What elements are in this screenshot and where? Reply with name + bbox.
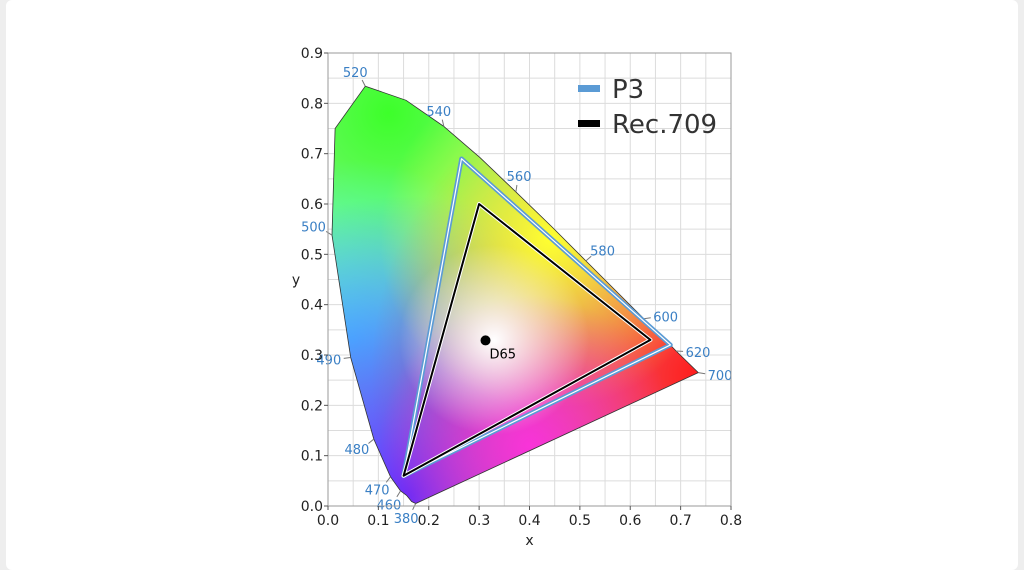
wavelength-tick bbox=[585, 255, 592, 262]
legend: P3 Rec.709 bbox=[578, 75, 717, 140]
legend-label: P3 bbox=[612, 75, 644, 105]
x-tick-label: 0.4 bbox=[518, 513, 540, 529]
wavelength-tick bbox=[698, 372, 706, 375]
wavelength-label: 540 bbox=[426, 105, 451, 120]
wavelength-label: 620 bbox=[686, 346, 711, 361]
wavelength-tick bbox=[325, 230, 333, 236]
x-tick-label: 0.3 bbox=[468, 513, 490, 529]
wavelength-tick bbox=[361, 79, 366, 87]
wavelength-tick bbox=[368, 438, 375, 444]
wavelength-tick bbox=[515, 184, 518, 192]
wavelength-label: 480 bbox=[344, 443, 369, 458]
wavelength-tick bbox=[643, 317, 651, 320]
wavelength-tick bbox=[396, 490, 401, 498]
wavelength-label: 600 bbox=[653, 311, 678, 326]
legend-swatch bbox=[578, 120, 600, 127]
x-tick-label: 0.8 bbox=[720, 513, 742, 529]
wavelength-tick bbox=[441, 119, 445, 127]
gamut-triangles bbox=[401, 156, 673, 479]
y-tick-label: 0.4 bbox=[301, 298, 323, 314]
x-tick-label: 0.6 bbox=[619, 513, 641, 529]
wavelength-tick bbox=[343, 357, 351, 359]
wavelength-tick bbox=[385, 476, 391, 483]
y-tick-label: 0.2 bbox=[301, 398, 323, 414]
x-tick-label: 0.5 bbox=[569, 513, 591, 529]
wavelength-label: 520 bbox=[343, 66, 368, 81]
wavelength-label: 490 bbox=[316, 353, 341, 368]
wavelength-label: 500 bbox=[301, 221, 326, 236]
white-point: D65 bbox=[480, 335, 517, 362]
y-tick-label: 0.8 bbox=[301, 96, 323, 112]
d65-point bbox=[480, 335, 491, 346]
y-tick-label: 0.1 bbox=[301, 449, 323, 465]
wavelength-label: 380 bbox=[394, 512, 419, 527]
y-tick-label: 0.3 bbox=[301, 348, 323, 364]
axes: 0.0 0.1 0.2 0.3 0.4 0.5 0.6 0.7 0.8 0.0 0.1 0.2 0.3 0… bbox=[292, 46, 742, 549]
wavelength-label: 560 bbox=[507, 170, 532, 185]
x-axis-label: x bbox=[525, 533, 533, 549]
rec709-gamut-triangle bbox=[402, 203, 652, 477]
x-tick-label: 0.1 bbox=[367, 513, 389, 529]
wavelength-tick bbox=[412, 503, 417, 511]
legend-swatch bbox=[578, 85, 600, 92]
legend-label: Rec.709 bbox=[612, 110, 717, 140]
wavelength-label: 700 bbox=[708, 369, 733, 384]
x-tick-label: 0.0 bbox=[317, 513, 339, 529]
y-tick-label: 0.7 bbox=[301, 147, 323, 163]
y-tick-label: 0.9 bbox=[301, 46, 323, 62]
x-tick-label: 0.7 bbox=[669, 513, 691, 529]
p3-gamut-triangle bbox=[403, 158, 672, 477]
y-tick-label: 0.0 bbox=[301, 499, 323, 515]
y-tick-label: 0.6 bbox=[301, 197, 323, 213]
y-axis-label: y bbox=[292, 273, 300, 289]
d65-label: D65 bbox=[490, 347, 517, 362]
y-tick-label: 0.5 bbox=[301, 247, 323, 263]
x-tick-label: 0.2 bbox=[418, 513, 440, 529]
wavelength-label: 580 bbox=[590, 244, 615, 259]
wavelength-label: 470 bbox=[365, 484, 390, 499]
